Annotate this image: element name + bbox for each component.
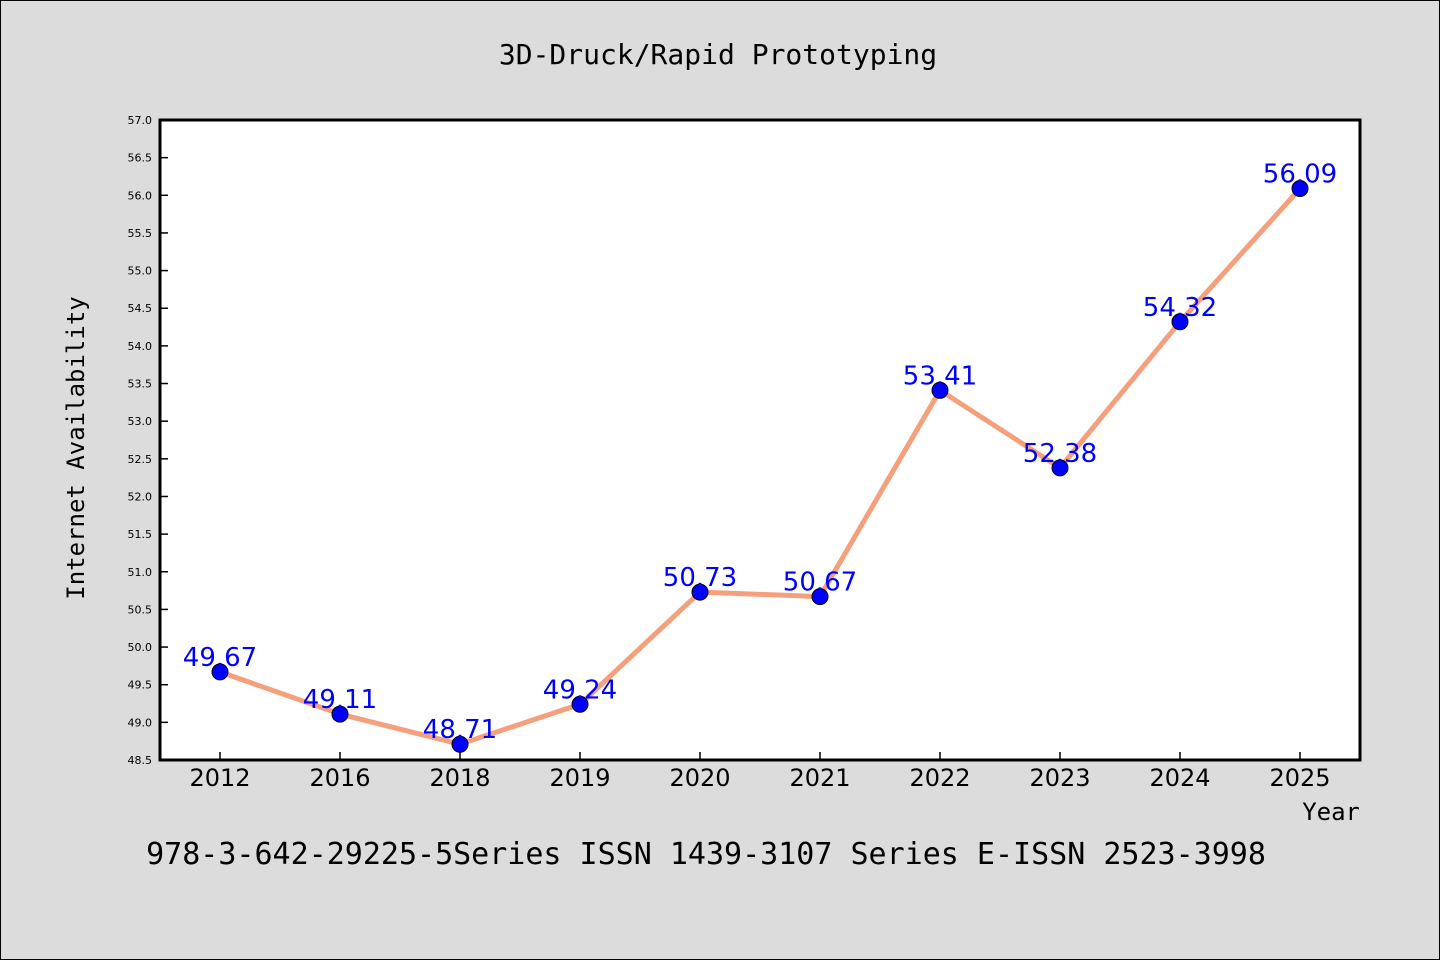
y-tick-label-8: 52.5 [128, 453, 153, 466]
data-point-2018 [451, 735, 469, 753]
data-label-2021: 50.67 [783, 568, 857, 598]
x-tick-label-5: 2021 [789, 764, 850, 792]
y-tick-label-7: 52.0 [128, 490, 153, 503]
data-label-2024: 54.32 [1143, 293, 1217, 323]
y-tick-label-16: 56.5 [128, 152, 153, 165]
y-tick-label-9: 53.0 [128, 415, 153, 428]
y-tick-label-17: 57.0 [128, 114, 153, 127]
x-tick-label-1: 2016 [309, 764, 370, 792]
y-tick-label-14: 55.5 [128, 227, 153, 240]
chart-caption: 978-3-642-29225-5Series ISSN 1439-3107 S… [146, 837, 1266, 872]
data-label-2016: 49.11 [303, 685, 377, 715]
series-markers [211, 180, 1309, 753]
data-labels: 49.67 49.11 48.71 49.24 50.73 50.67 53.41 52.38… [183, 160, 1337, 746]
data-label-2025: 56.09 [1263, 160, 1337, 190]
data-point-2022 [931, 381, 949, 399]
y-tick-label-1: 49.0 [128, 716, 153, 729]
data-point-2025 [1291, 180, 1309, 198]
data-label-2012: 49.67 [183, 643, 257, 673]
data-point-2019 [571, 695, 589, 713]
data-label-2022: 53.41 [903, 361, 977, 391]
data-point-2016 [331, 705, 349, 723]
data-label-2018: 48.71 [423, 715, 497, 745]
data-label-2019: 49.24 [543, 675, 617, 705]
y-axis: 48.5 49.0 49.5 50.0 50.5 51.0 51.5 52.0 52.5 53.0… [128, 114, 168, 767]
data-point-2023 [1051, 459, 1069, 477]
data-point-2024 [1171, 313, 1189, 331]
x-tick-label-6: 2022 [909, 764, 970, 792]
data-point-2012 [211, 663, 229, 681]
data-point-2020 [691, 583, 709, 601]
data-label-2023: 52.38 [1023, 439, 1097, 469]
y-tick-label-6: 51.5 [128, 528, 153, 541]
data-label-2020: 50.73 [663, 563, 737, 593]
x-tick-label-4: 2020 [669, 764, 730, 792]
x-axis: 2012 2016 2018 2019 2020 2021 2022 2023 2024 2025 [189, 752, 1331, 792]
y-axis-label: Internet Availability [62, 296, 90, 599]
y-tick-label-3: 50.0 [128, 641, 153, 654]
y-tick-label-10: 53.5 [128, 378, 153, 391]
y-tick-label-15: 56.0 [128, 189, 153, 202]
x-tick-label-0: 2012 [189, 764, 250, 792]
y-tick-label-0: 48.5 [128, 754, 153, 767]
x-tick-label-3: 2019 [549, 764, 610, 792]
y-tick-label-11: 54.0 [128, 340, 153, 353]
x-tick-label-9: 2025 [1269, 764, 1330, 792]
y-tick-label-5: 51.0 [128, 566, 153, 579]
y-tick-label-13: 55.0 [128, 265, 153, 278]
chart-title: 3D-Druck/Rapid Prototyping [499, 38, 937, 71]
plot-area [158, 118, 1362, 762]
y-tick-label-4: 50.5 [128, 603, 153, 616]
data-point-2021 [811, 588, 829, 606]
y-tick-label-12: 54.5 [128, 302, 153, 315]
x-tick-label-8: 2024 [1149, 764, 1210, 792]
x-tick-label-7: 2023 [1029, 764, 1090, 792]
y-tick-label-2: 49.5 [128, 679, 153, 692]
x-axis-label: Year [1302, 798, 1360, 826]
series-line [217, 186, 1303, 747]
x-tick-label-2: 2018 [429, 764, 490, 792]
